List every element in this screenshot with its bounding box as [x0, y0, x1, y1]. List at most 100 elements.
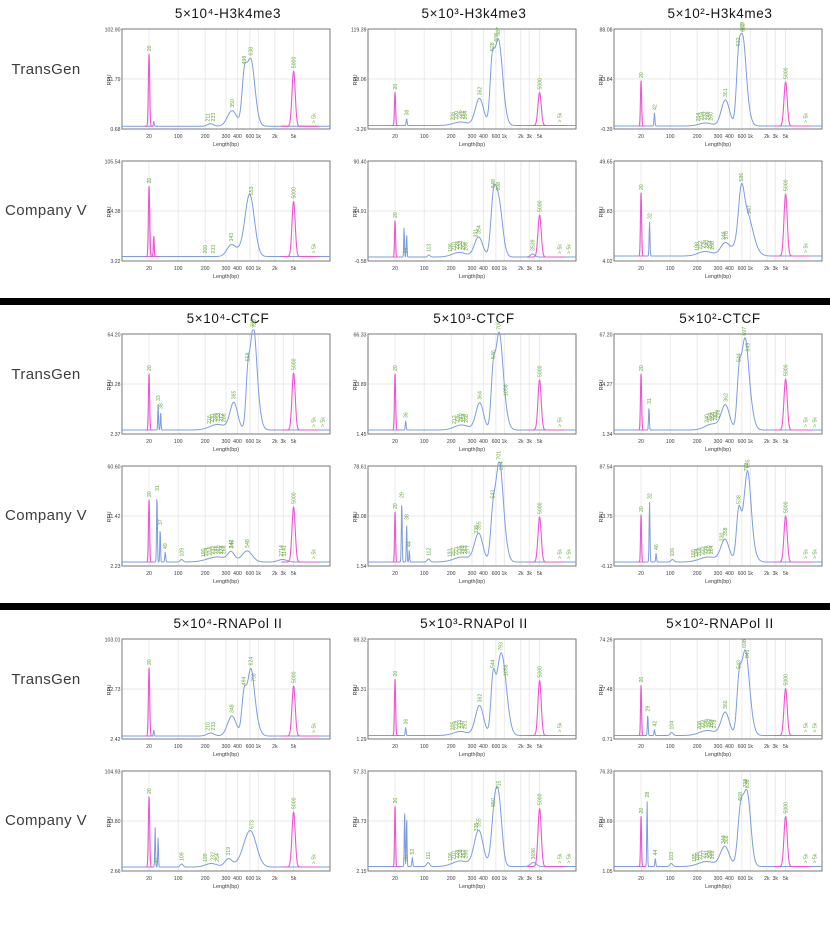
- peak-label: 335: [474, 525, 480, 534]
- peak-label: 2714: [279, 545, 285, 557]
- x-tick-label: 400: [233, 266, 242, 272]
- peak-label: 855: [745, 459, 751, 468]
- x-tick-label: 20: [638, 266, 644, 272]
- peak-label: 222: [700, 546, 706, 555]
- peak-label: 793: [498, 642, 504, 651]
- x-tick-label: 2k: [764, 744, 770, 750]
- sample-trace: [367, 652, 577, 736]
- marker-trace: [636, 684, 647, 737]
- peak-label: 196: [448, 243, 454, 252]
- grid: [614, 466, 822, 566]
- x-axis-title: Length(bp): [459, 579, 485, 585]
- x-tick-label: 3k: [526, 134, 532, 140]
- peak-label: 212: [452, 415, 458, 424]
- marker-trace: [390, 806, 401, 868]
- peak-label: 232: [703, 111, 709, 120]
- x-tick-label: 2k: [518, 744, 524, 750]
- chart-transgen-5e3-ctcf: 5×10³-CTCF 20 36 212 226 240 254 268 364 546 709 10…: [338, 311, 584, 455]
- sample-trace: [367, 785, 577, 867]
- peak-label: 200: [203, 245, 209, 254]
- row-companyv-ctcf: Company V 20 31 37 49 109 190 204 218 232 246 260 2…: [0, 451, 830, 587]
- peak-label: 212: [698, 241, 704, 250]
- peak-label: 550: [491, 798, 497, 807]
- y-axis-title: RFU: [599, 74, 605, 85]
- x-tick-label: 5k: [291, 744, 297, 750]
- x-tick-label: 20: [638, 134, 644, 140]
- x-tick-label: 100: [174, 876, 183, 882]
- chart-companyv-5e2-rnapol2: 20 28 44 103 185 199 213 227 241 255 269 344 368 568 7…: [584, 766, 830, 892]
- y-mid-label: 53.80: [108, 819, 121, 825]
- peak-label: 286: [221, 413, 227, 422]
- peak-label: 20: [147, 659, 153, 665]
- peak-label: 204: [204, 548, 210, 557]
- peak-label: 5000: [537, 78, 543, 90]
- peak-label: > 5k: [558, 549, 564, 559]
- x-tick-label: 400: [725, 744, 734, 750]
- peak-label: 342: [229, 540, 235, 549]
- chart-transgen-5e2-rnapol2: 5×10²-RNAPol II 20 29 42 104 208 222 236 250 264 2…: [584, 616, 830, 760]
- y-mid-label: 37.48: [600, 687, 613, 693]
- peak-label: 258: [216, 413, 222, 422]
- peak-label: 548: [491, 179, 497, 188]
- peak-label: 226: [455, 414, 461, 423]
- peak-label: > 5k: [321, 417, 327, 427]
- chart-companyv-5e4-rnapol2: 20 30 109 199 232 254 319 673 5000 > 5k 104.93 53.8…: [92, 766, 338, 892]
- peak-label: 20: [393, 212, 399, 218]
- peak-label: 5000: [537, 666, 543, 678]
- peak-label: 199: [695, 852, 701, 861]
- x-tick-label: 5k: [291, 266, 297, 272]
- peak-label: 227: [701, 850, 707, 859]
- peak-label: 238: [458, 849, 464, 858]
- peak-label: 494: [242, 677, 248, 686]
- x-axis-title: Length(bp): [213, 142, 239, 148]
- peak-label: 210: [452, 242, 458, 251]
- peak-label: 758: [252, 673, 258, 682]
- x-axis-title: Length(bp): [459, 752, 485, 758]
- x-tick-label: 100: [420, 571, 429, 577]
- peak-label: 20: [393, 84, 399, 90]
- peak-label: 42: [652, 104, 658, 110]
- peak-label: 246: [214, 545, 220, 554]
- y-axis-title: RFU: [353, 379, 359, 390]
- peak-label: 269: [710, 850, 716, 859]
- peak-label: 236: [703, 719, 709, 728]
- x-tick-label: 20: [146, 439, 152, 445]
- x-tick-label: 100: [174, 439, 183, 445]
- x-tick-label: 20: [146, 571, 152, 577]
- y-mid-label: 44.91: [354, 209, 367, 215]
- y-axis-title: RFU: [599, 206, 605, 217]
- peak-label: 103: [669, 852, 675, 861]
- plot-border: [367, 333, 577, 435]
- peak-label: 838: [745, 779, 751, 788]
- x-axis-title: Length(bp): [213, 884, 239, 890]
- x-tick-label: 200: [201, 439, 210, 445]
- marker-trace: [280, 372, 319, 431]
- y-axis-title: RFU: [107, 379, 113, 390]
- x-axis-title: Length(bp): [213, 579, 239, 585]
- x-tick-label: 3k: [526, 571, 532, 577]
- x-tick-label: 20: [392, 876, 398, 882]
- marker-trace: [526, 680, 565, 737]
- x-tick-label: 400: [233, 744, 242, 750]
- x-tick-label: 300: [714, 744, 723, 750]
- peak-label: 44: [407, 541, 413, 547]
- peak-label: 199: [203, 853, 209, 862]
- peak-label: 247: [460, 720, 466, 729]
- x-tick-label: 20: [392, 439, 398, 445]
- y-mid-label: 52.73: [108, 687, 121, 693]
- y-max-label: 103.01: [105, 638, 121, 644]
- peak-label: 208: [697, 547, 703, 556]
- peak-label: 20: [147, 491, 153, 497]
- x-tick-label: 600: [492, 439, 501, 445]
- peak-label: 222: [700, 720, 706, 729]
- peak-label: 38: [158, 403, 164, 409]
- grid: [122, 639, 330, 739]
- peak-label: 544: [491, 659, 497, 668]
- peak-label: 546: [491, 350, 497, 359]
- y-min-label: -0.39: [601, 127, 613, 133]
